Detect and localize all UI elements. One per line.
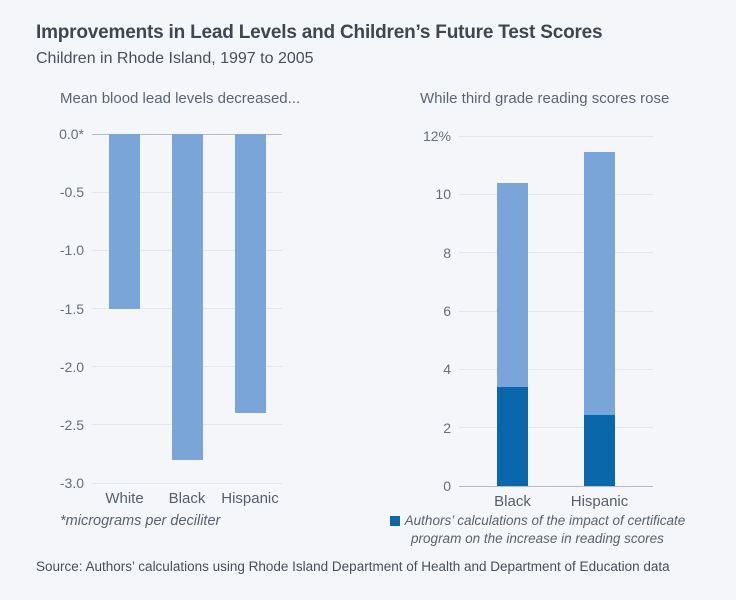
y-tick-label: 0	[443, 478, 451, 494]
figure-title: Improvements in Lead Levels and Children…	[36, 22, 603, 43]
gridline	[459, 193, 653, 195]
legend-color-swatch	[389, 516, 400, 526]
y-tick-label: -2.0	[59, 358, 84, 375]
gridline	[459, 135, 653, 137]
category-label: White	[105, 490, 144, 507]
y-tick-label: 4	[443, 361, 451, 378]
reading-chart-heading: While third grade reading scores rose	[420, 90, 670, 107]
reading-bar-total-hispanic	[584, 152, 615, 415]
zero-axis-line	[459, 485, 653, 487]
y-tick-label: 8	[443, 244, 451, 261]
reading-bar-certificate-hispanic	[584, 414, 615, 486]
y-tick-label: 12%	[422, 128, 451, 144]
lead-bar-white	[109, 134, 140, 309]
reading-bar-total-black	[497, 182, 528, 387]
lead-bar-black	[171, 134, 203, 460]
y-tick-label: -1.5	[59, 300, 84, 317]
lead-chart-heading: Mean blood lead levels decreased...	[60, 90, 301, 107]
lead-bar-hispanic	[234, 134, 266, 414]
figure-subtitle: Children in Rhode Island, 1997 to 2005	[36, 50, 314, 67]
source-note: Source: Authors’ calculations using Rhod…	[36, 559, 670, 574]
reading-bar-certificate-black	[497, 386, 528, 486]
reading-chart-plot: 0 2 4 6 8 10 12% Black Hispanic	[423, 128, 653, 510]
y-tick-label: 6	[443, 303, 451, 319]
lead-chart-plot: 0.0* -0.5 -1.0 -1.5 -2.0 -2.5 -3.0 White Black Hi…	[59, 126, 282, 507]
gridline	[459, 368, 653, 370]
lead-chart-footnote: *micrograms per deciliter	[60, 513, 221, 529]
legend-label: Authors’ calculations of the impact of c…	[404, 513, 686, 546]
gridline	[92, 482, 282, 484]
category-label: Black	[494, 493, 531, 510]
y-tick-label: -0.5	[59, 184, 84, 201]
y-tick-label: 10	[435, 186, 451, 203]
gridline	[459, 252, 653, 254]
y-tick-label: 2	[443, 419, 451, 436]
gridline	[459, 310, 653, 312]
y-tick-label: 0.0*	[59, 126, 84, 142]
reading-chart-legend: Authors’ calculations of the impact of c…	[371, 512, 704, 548]
y-tick-label: -1.0	[59, 242, 84, 259]
y-tick-label: -3.0	[59, 475, 84, 491]
category-label: Hispanic	[570, 493, 629, 510]
category-label: Hispanic	[221, 490, 279, 507]
category-label: Black	[168, 490, 206, 507]
y-tick-label: -2.5	[59, 416, 84, 433]
gridline	[459, 427, 653, 429]
